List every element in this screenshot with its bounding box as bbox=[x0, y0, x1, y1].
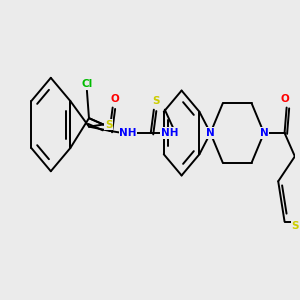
Text: Cl: Cl bbox=[81, 79, 92, 89]
Text: N: N bbox=[260, 128, 268, 138]
Text: S: S bbox=[152, 96, 160, 106]
Text: S: S bbox=[105, 119, 112, 130]
Text: N: N bbox=[206, 128, 215, 138]
Text: NH: NH bbox=[119, 128, 137, 138]
Text: O: O bbox=[110, 94, 119, 104]
Text: NH: NH bbox=[160, 128, 178, 138]
Text: O: O bbox=[280, 94, 289, 104]
Text: S: S bbox=[291, 221, 298, 231]
